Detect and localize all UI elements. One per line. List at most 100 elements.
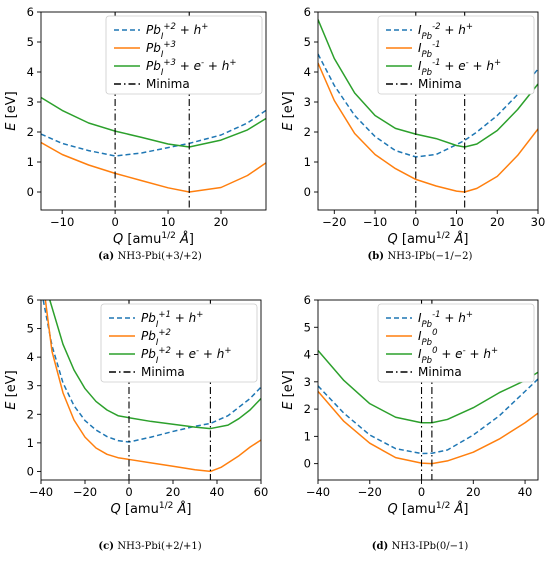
x-axis-label: Q [amu1/2 Å] xyxy=(388,501,469,517)
x-tick-label: 20 xyxy=(214,215,229,229)
series-line-2 xyxy=(318,19,538,148)
legend-label: PbI+2 + h+ xyxy=(146,22,208,42)
x-axis-label: Q [amu1/2 Å] xyxy=(113,231,194,247)
x-tick-label: −40 xyxy=(29,485,53,499)
axes-frame xyxy=(317,299,539,481)
x-tick-label: 20 xyxy=(166,485,181,499)
y-axis-label: E [eV] xyxy=(4,370,19,409)
series-line-1 xyxy=(318,62,538,193)
y-tick-label: 1 xyxy=(304,155,311,169)
x-axis-label: Q [amu1/2 Å] xyxy=(388,231,469,247)
legend-label: IPb0 xyxy=(418,328,438,348)
plot-area xyxy=(42,300,261,480)
chart-panel-c: −40 −20 0 20 40 60 0 1 2 3 4 5 6 Q [amu1/2 Å] E [eV] Pb… xyxy=(4,293,268,552)
legend-label: IPb-1 + e- + h+ xyxy=(418,58,501,78)
plot-area xyxy=(41,12,266,210)
x-tick-label: 0 xyxy=(412,215,419,229)
y-tick-label: 3 xyxy=(27,379,34,393)
legend-label: IPb-1 xyxy=(418,40,441,60)
y-tick-label: 6 xyxy=(27,293,34,307)
y-tick-label: 0 xyxy=(27,464,34,478)
y-tick-label: 5 xyxy=(27,322,34,336)
x-axis-label: Q [amu1/2 Å] xyxy=(111,501,192,517)
x-tick-label: 0 xyxy=(125,485,132,499)
y-tick-label: 3 xyxy=(27,95,34,109)
series-line-2 xyxy=(41,96,266,148)
y-tick-label: 1 xyxy=(304,429,311,443)
legend-box xyxy=(105,15,263,95)
x-tick-label: −20 xyxy=(322,215,346,229)
legend-label: Minima xyxy=(418,77,462,91)
y-tick-label: 2 xyxy=(304,125,311,139)
y-tick-label: 5 xyxy=(304,320,311,334)
axes-frame xyxy=(40,11,267,211)
legend-box xyxy=(377,15,535,95)
y-axis-label: E [eV] xyxy=(281,370,296,409)
legend-label: Minima xyxy=(141,365,185,379)
legend-box xyxy=(100,303,258,383)
legend-label: Minima xyxy=(146,77,190,91)
panel-caption: (a) NH3-Pbi(+3/+2) xyxy=(98,251,202,262)
legend-label: IPb-2 + h+ xyxy=(418,22,473,42)
series-line-0 xyxy=(318,53,538,158)
x-tick-label: −10 xyxy=(363,215,387,229)
y-tick-label: 3 xyxy=(304,95,311,109)
y-tick-label: 4 xyxy=(27,65,34,79)
x-tick-label: −10 xyxy=(50,215,74,229)
y-tick-label: 0 xyxy=(304,457,311,471)
legend-label: PbI+3 xyxy=(146,40,176,60)
y-tick-label: 1 xyxy=(27,436,34,450)
y-tick-label: 0 xyxy=(27,185,34,199)
x-tick-label: 10 xyxy=(161,215,176,229)
y-tick-label: 6 xyxy=(27,5,34,19)
y-tick-label: 4 xyxy=(27,350,34,364)
series-line-1 xyxy=(318,390,538,465)
x-tick-label: 0 xyxy=(418,485,425,499)
y-tick-label: 4 xyxy=(304,65,311,79)
y-tick-label: 2 xyxy=(27,407,34,421)
series-line-0 xyxy=(41,109,266,157)
plot-area xyxy=(318,300,538,480)
y-tick-label: 2 xyxy=(304,402,311,416)
x-tick-label: 20 xyxy=(466,485,481,499)
y-tick-label: 4 xyxy=(304,348,311,362)
x-tick-label: 60 xyxy=(254,485,269,499)
y-tick-label: 5 xyxy=(304,35,311,49)
series-line-0 xyxy=(318,378,538,455)
legend-box xyxy=(377,303,535,383)
x-tick-label: 10 xyxy=(449,215,464,229)
y-tick-label: 2 xyxy=(27,125,34,139)
y-tick-label: 1 xyxy=(27,155,34,169)
panel-caption: (c) NH3-Pbi(+2/+1) xyxy=(98,541,201,552)
y-tick-label: 6 xyxy=(304,5,311,19)
y-tick-label: 0 xyxy=(304,185,311,199)
panel-caption: (d) NH3-IPb(0/−1) xyxy=(372,541,469,552)
x-tick-label: −20 xyxy=(73,485,97,499)
chart-panel-a: −10 0 10 20 0 1 2 3 4 5 6 Q [amu1/2 Å] E [eV] PbI+2 +… xyxy=(4,5,267,262)
legend-label: PbI+2 + e- + h+ xyxy=(141,346,231,366)
series-line-1 xyxy=(41,141,266,193)
x-tick-label: 40 xyxy=(210,485,225,499)
x-tick-label: 20 xyxy=(490,215,505,229)
y-axis-label: E [eV] xyxy=(281,91,296,130)
y-tick-label: 6 xyxy=(304,293,311,307)
chart-panel-b: −20 −10 0 10 20 30 0 1 2 3 4 5 6 Q [amu1/2 Å] E [eV] IP… xyxy=(281,5,545,262)
x-tick-label: 30 xyxy=(531,215,546,229)
legend-label: IPb0 + e- + h+ xyxy=(418,346,498,366)
y-tick-label: 5 xyxy=(27,35,34,49)
y-tick-label: 3 xyxy=(304,375,311,389)
legend-label: IPb-1 + h+ xyxy=(418,310,473,330)
x-tick-label: −20 xyxy=(358,485,382,499)
x-tick-label: −40 xyxy=(306,485,330,499)
x-tick-label: 40 xyxy=(518,485,533,499)
legend-label: PbI+2 xyxy=(141,328,171,348)
legend-label: PbI+1 + h+ xyxy=(141,310,203,330)
y-axis-label: E [eV] xyxy=(4,91,19,130)
axes-frame xyxy=(317,11,539,211)
series-line-1 xyxy=(44,300,261,473)
